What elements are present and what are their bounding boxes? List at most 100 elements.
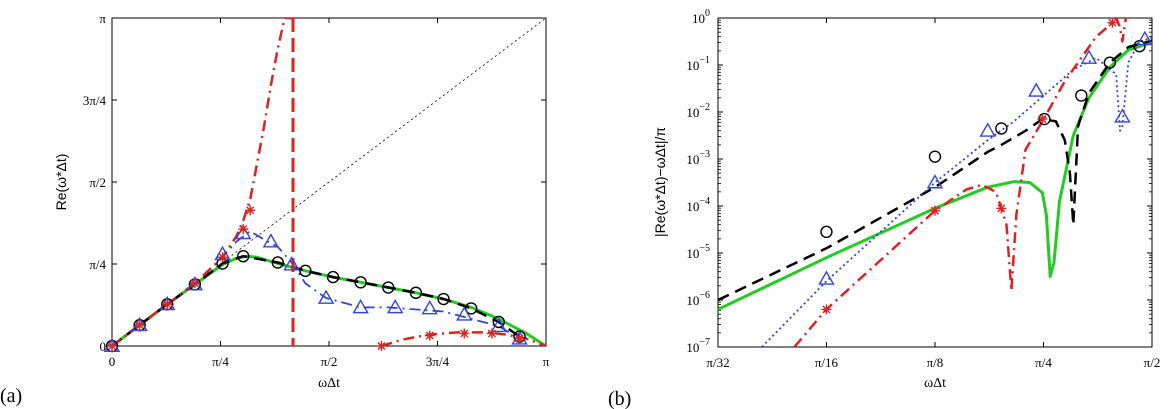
x-tick-label: π/4 bbox=[212, 354, 229, 369]
data-point-triangle bbox=[159, 295, 176, 311]
y-tick-label: π/2 bbox=[89, 175, 106, 190]
chart-a-xlabel: ωΔt bbox=[318, 376, 340, 391]
data-point-circle bbox=[995, 122, 1008, 135]
x-tick-label: π/2 bbox=[1144, 355, 1161, 370]
data-point-triangle bbox=[131, 316, 148, 332]
y-tick-label: 10−5 bbox=[686, 243, 710, 261]
data-point-circle bbox=[326, 270, 340, 284]
y-tick-base: 10 bbox=[686, 152, 699, 167]
data-point-star bbox=[486, 328, 497, 339]
x-tick-label: π bbox=[543, 354, 550, 369]
data-point-star bbox=[134, 320, 145, 331]
y-tick-label: 0 bbox=[100, 339, 107, 354]
data-point-star bbox=[1107, 17, 1118, 28]
data-point-triangle bbox=[1114, 108, 1131, 123]
y-tick-label: 10−2 bbox=[686, 102, 710, 120]
y-tick-exponent: −6 bbox=[699, 290, 710, 301]
x-tick-label: 0 bbox=[109, 354, 116, 369]
x-tick-label: 3π/4 bbox=[426, 354, 450, 369]
series-line bbox=[793, 18, 1128, 347]
data-point-triangle bbox=[1080, 49, 1098, 64]
data-point-star bbox=[238, 224, 249, 235]
chart-b-markers bbox=[818, 17, 1153, 315]
data-point-star bbox=[929, 205, 940, 216]
data-point-star bbox=[514, 333, 525, 344]
data-point-triangle bbox=[317, 289, 335, 304]
chart-b-plot-area bbox=[717, 17, 1153, 348]
chart-a-ylabel: Re(ω*Δt) bbox=[53, 154, 69, 211]
data-point-star bbox=[376, 341, 387, 351]
data-point-circle bbox=[1103, 56, 1117, 69]
data-point-triangle bbox=[818, 270, 835, 285]
chart-b-ticks: π/32 π/16 π/8 π/4 π/210010−110−210−310−410−5… bbox=[686, 8, 1160, 370]
data-point-circle bbox=[437, 292, 450, 306]
data-point-star bbox=[162, 299, 173, 310]
data-point-circle bbox=[237, 250, 250, 263]
data-point-star bbox=[217, 252, 228, 263]
data-point-circle bbox=[820, 225, 833, 239]
series-line bbox=[718, 39, 1152, 302]
chart-b-panel-label: (b) bbox=[608, 388, 631, 409]
y-tick-label: 10−4 bbox=[686, 196, 710, 214]
y-tick-exponent: 0 bbox=[705, 8, 710, 19]
data-point-triangle bbox=[490, 317, 508, 333]
y-tick-label: 10−7 bbox=[686, 337, 710, 355]
x-tick-label: π/8 bbox=[927, 355, 944, 370]
x-tick-label: π/16 bbox=[815, 355, 839, 370]
y-tick-label: 10−6 bbox=[686, 290, 710, 308]
y-tick-base: 10 bbox=[686, 246, 699, 261]
y-tick-label: 3π/4 bbox=[83, 93, 107, 108]
y-tick-exponent: −3 bbox=[699, 149, 710, 160]
chart-a-markers bbox=[103, 205, 528, 353]
data-point-triangle bbox=[262, 233, 280, 248]
data-point-triangle bbox=[386, 298, 404, 314]
data-point-circle bbox=[1075, 89, 1088, 102]
data-point-star bbox=[1037, 114, 1048, 125]
data-point-circle bbox=[409, 286, 423, 299]
data-point-triangle bbox=[283, 256, 300, 271]
y-tick-label: 100 bbox=[692, 8, 710, 26]
x-tick-label: π/2 bbox=[321, 354, 338, 369]
data-point-triangle bbox=[1028, 82, 1045, 97]
y-tick-label: 10−3 bbox=[686, 149, 710, 167]
data-point-star bbox=[424, 330, 435, 341]
series-line bbox=[718, 40, 1152, 311]
data-point-triangle bbox=[456, 306, 473, 321]
chart-b-ylabel: |Re(ω*Δt)−ωΔt|/π bbox=[652, 127, 668, 237]
y-tick-exponent: −1 bbox=[699, 55, 710, 66]
data-point-triangle bbox=[352, 298, 369, 314]
data-point-star bbox=[189, 278, 200, 289]
y-tick-base: 10 bbox=[686, 58, 699, 73]
chart-b: π/32 π/16 π/8 π/4 π/210010−110−210−310−410−5… bbox=[608, 8, 1160, 409]
chart-a-panel-label: (a) bbox=[0, 385, 22, 407]
data-point-circle bbox=[382, 281, 395, 294]
x-tick-label: π/32 bbox=[706, 355, 729, 370]
y-tick-exponent: −2 bbox=[699, 102, 710, 113]
data-point-triangle bbox=[1136, 30, 1153, 46]
data-point-circle bbox=[271, 256, 284, 269]
data-point-triangle bbox=[979, 122, 996, 137]
y-tick-base: 10 bbox=[686, 199, 699, 214]
y-tick-base: 10 bbox=[686, 105, 699, 120]
chart-a-ticks: 0 π/4 π/2 3π/4 π 0 π/4 π/2 3π/4 π bbox=[83, 11, 550, 369]
data-point-star bbox=[245, 205, 256, 216]
y-tick-label: π/4 bbox=[89, 257, 106, 272]
data-point-star bbox=[107, 341, 117, 351]
chart-a: 0 π/4 π/2 3π/4 π 0 π/4 π/2 3π/4 π ωΔt Re(ω*Δt) (a… bbox=[0, 11, 550, 407]
y-tick-exponent: −5 bbox=[699, 243, 710, 254]
y-tick-label: 10−1 bbox=[686, 55, 710, 73]
x-tick-label: π/4 bbox=[1035, 355, 1052, 370]
y-tick-base: 10 bbox=[686, 340, 699, 355]
y-tick-label: π bbox=[99, 11, 106, 26]
data-point-circle bbox=[928, 150, 942, 163]
data-point-circle bbox=[492, 315, 506, 329]
chart-b-xlabel: ωΔt bbox=[924, 376, 946, 391]
data-point-triangle bbox=[421, 300, 438, 315]
data-point-triangle bbox=[103, 337, 121, 352]
data-point-triangle bbox=[926, 174, 944, 189]
y-tick-base: 10 bbox=[686, 293, 699, 308]
y-tick-exponent: −7 bbox=[699, 337, 710, 348]
data-point-circle bbox=[354, 276, 367, 289]
data-point-circle bbox=[464, 302, 478, 315]
